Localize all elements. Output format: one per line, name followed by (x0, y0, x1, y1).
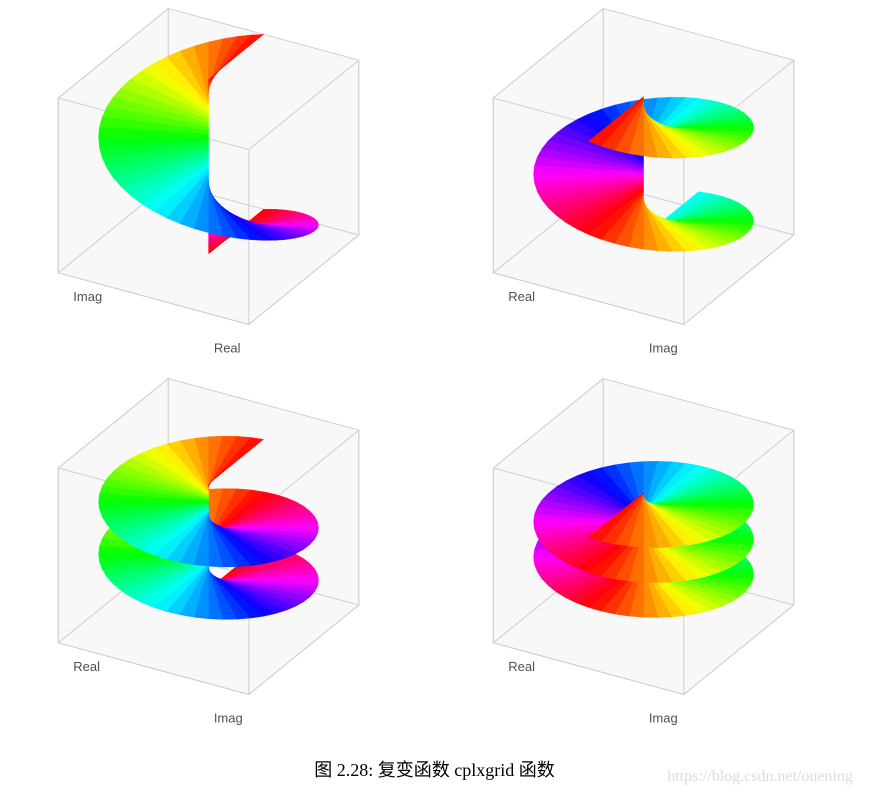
axis-label-right: Imag (648, 710, 677, 725)
chart-3d: Real Imag (0, 370, 435, 740)
axis-label-left: Real (508, 289, 535, 304)
chart-3d: Real Imag (435, 370, 869, 740)
panel-top-right: Real Imag (435, 0, 869, 370)
axis-label-left: Real (73, 659, 100, 674)
panel-top-left: Imag Real (0, 0, 435, 370)
axis-label-right: Real (214, 340, 241, 355)
panel-bottom-right: Real Imag (435, 370, 869, 740)
axis-label-right: Imag (648, 340, 677, 355)
riemann-surface (533, 461, 753, 617)
axis-label-left: Real (508, 659, 535, 674)
chart-3d: Imag Real (0, 0, 435, 370)
watermark-text: https://blog.csdn.net/ouening (667, 768, 853, 786)
chart-3d: Real Imag (435, 0, 869, 370)
panel-bottom-left: Real Imag (0, 370, 435, 740)
axis-label-right: Imag (214, 710, 243, 725)
axis-label-left: Imag (73, 289, 102, 304)
plot-grid: Imag Real Real Imag Real Imag Real Imag (0, 0, 869, 740)
